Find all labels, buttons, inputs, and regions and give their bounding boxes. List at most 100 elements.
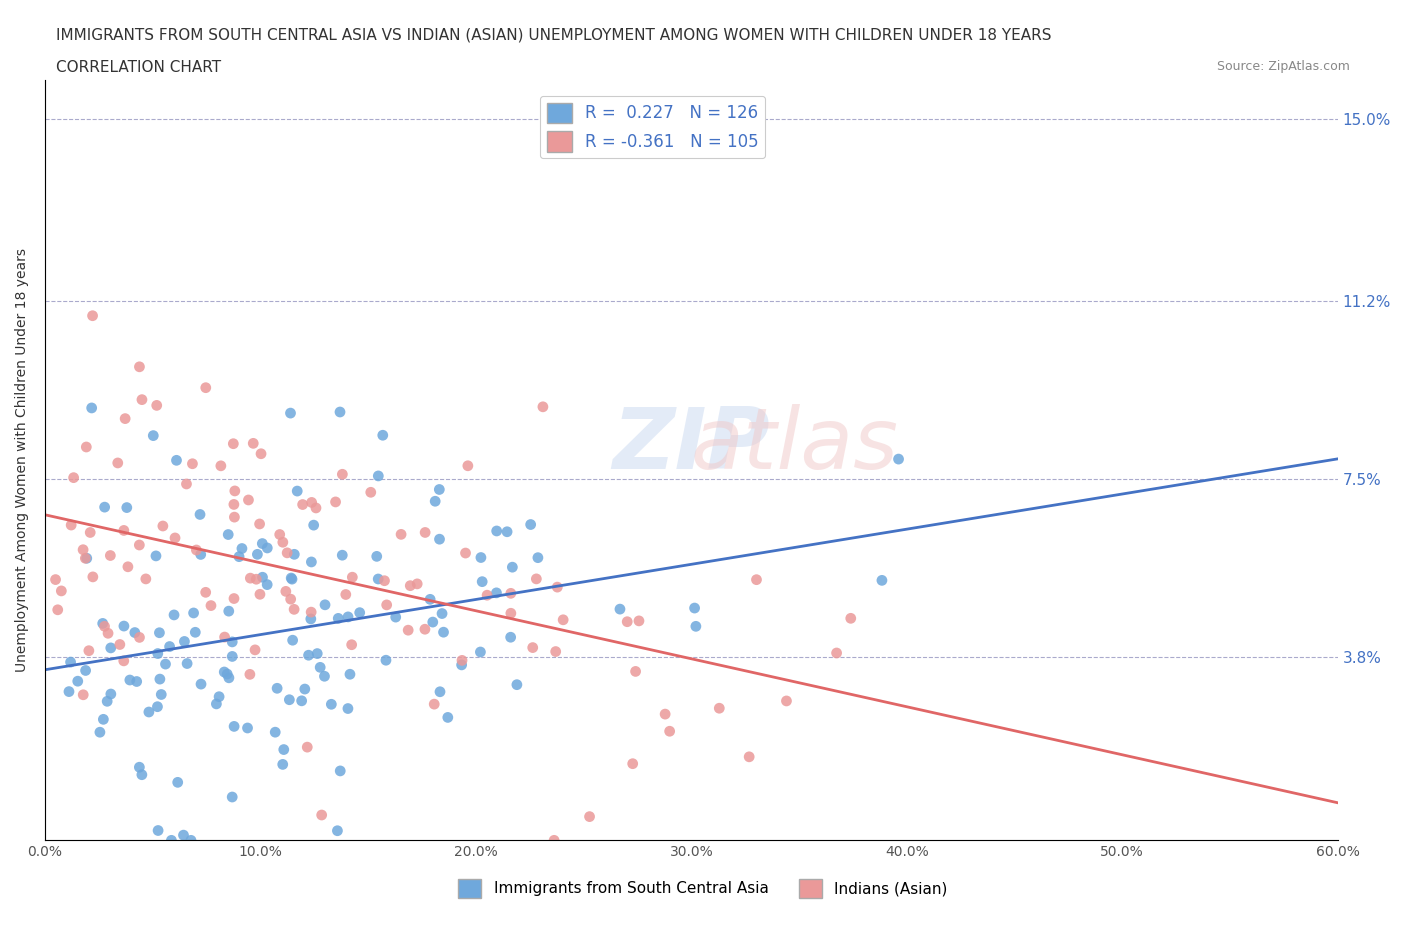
Point	[329, 405, 352, 419]
Point	[97, 626, 120, 641]
Point	[245, 572, 267, 587]
Point	[150, 687, 173, 702]
Point	[112, 618, 135, 633]
Point	[131, 392, 153, 407]
Point	[280, 571, 302, 586]
Point	[276, 545, 298, 560]
Point	[208, 689, 231, 704]
Point	[406, 577, 429, 591]
Point	[176, 476, 198, 491]
Point	[278, 692, 301, 707]
Point	[221, 790, 243, 804]
Point	[72, 687, 94, 702]
Point	[546, 579, 568, 594]
Point	[294, 682, 316, 697]
Point	[436, 710, 458, 724]
Point	[194, 585, 217, 600]
Point	[283, 547, 305, 562]
Point	[335, 587, 357, 602]
Point	[302, 518, 325, 533]
Point	[524, 571, 547, 586]
Point	[184, 625, 207, 640]
Point	[75, 663, 97, 678]
Point	[825, 645, 848, 660]
Point	[98, 548, 121, 563]
Point	[112, 523, 135, 538]
Point	[176, 656, 198, 671]
Point	[100, 686, 122, 701]
Point	[454, 546, 477, 561]
Point	[222, 436, 245, 451]
Point	[425, 494, 447, 509]
Point	[181, 457, 204, 472]
Point	[366, 549, 388, 564]
Point	[190, 547, 212, 562]
Point	[228, 550, 250, 565]
Point	[271, 535, 294, 550]
Point	[166, 453, 188, 468]
Point	[299, 554, 322, 569]
Point	[236, 721, 259, 736]
Point	[269, 527, 291, 542]
Point	[128, 630, 150, 644]
Point	[93, 618, 115, 633]
Point	[222, 497, 245, 512]
Point	[329, 764, 352, 778]
Point	[135, 571, 157, 586]
Point	[285, 484, 308, 498]
Point	[429, 532, 451, 547]
Point	[222, 591, 245, 606]
Point	[138, 705, 160, 720]
Point	[430, 606, 453, 621]
Point	[683, 601, 706, 616]
Point	[332, 467, 354, 482]
Point	[58, 684, 80, 699]
Point	[419, 591, 441, 606]
Point	[349, 605, 371, 620]
Point	[152, 519, 174, 534]
Point	[224, 484, 246, 498]
Point	[194, 380, 217, 395]
Point	[299, 612, 322, 627]
Point	[299, 604, 322, 619]
Point	[250, 446, 273, 461]
Point	[221, 634, 243, 649]
Point	[485, 524, 508, 538]
Point	[148, 625, 170, 640]
Point	[544, 644, 567, 659]
Text: Source: ZipAtlas.com: Source: ZipAtlas.com	[1216, 60, 1350, 73]
Point	[217, 667, 239, 682]
Point	[389, 527, 412, 542]
Point	[485, 585, 508, 600]
Point	[543, 833, 565, 848]
Point	[336, 701, 359, 716]
Point	[326, 823, 349, 838]
Point	[93, 499, 115, 514]
Point	[328, 611, 350, 626]
Point	[311, 807, 333, 822]
Point	[271, 757, 294, 772]
Text: ZIP: ZIP	[613, 404, 770, 486]
Point	[451, 653, 474, 668]
Point	[166, 775, 188, 790]
Point	[839, 611, 862, 626]
Point	[66, 673, 89, 688]
Point	[128, 538, 150, 552]
Point	[470, 644, 492, 659]
Point	[501, 560, 523, 575]
Point	[499, 630, 522, 644]
Point	[685, 618, 707, 633]
Point	[62, 471, 84, 485]
Point	[146, 646, 169, 661]
Point	[173, 634, 195, 649]
Point	[107, 456, 129, 471]
Point	[249, 516, 271, 531]
Y-axis label: Unemployment Among Women with Children Under 18 years: Unemployment Among Women with Children U…	[15, 248, 30, 672]
Point	[239, 667, 262, 682]
Point	[163, 607, 186, 622]
Point	[427, 482, 450, 497]
Point	[297, 739, 319, 754]
Point	[200, 598, 222, 613]
Point	[59, 655, 82, 670]
Point	[100, 641, 122, 656]
